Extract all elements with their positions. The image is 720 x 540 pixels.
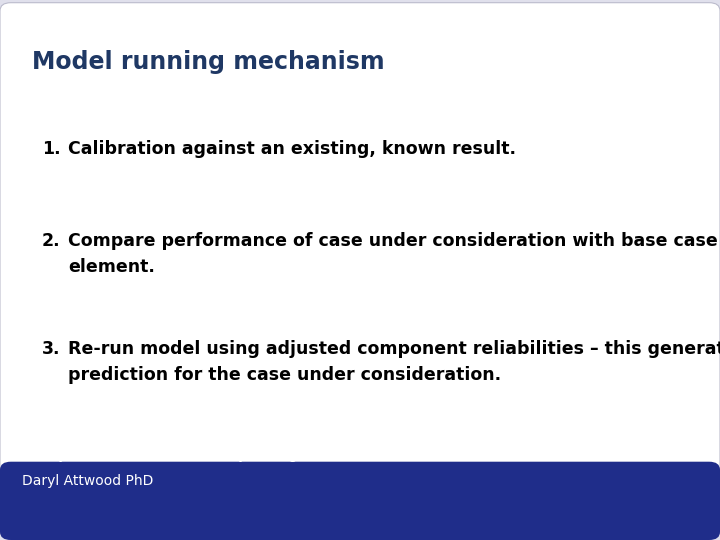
Text: 3.: 3. (42, 340, 60, 358)
Text: Model running mechanism: Model running mechanism (32, 50, 384, 74)
Text: Compare performance of case under consideration with base case for each: Compare performance of case under consid… (68, 232, 720, 250)
Text: prediction for the case under consideration.: prediction for the case under considerat… (68, 366, 501, 384)
Text: Re-run model using adjusted component reliabilities – this generates actual: Re-run model using adjusted component re… (68, 340, 720, 358)
Text: 1.: 1. (42, 140, 60, 158)
Text: 2.: 2. (42, 232, 60, 250)
Text: Calibration against an existing, known result.: Calibration against an existing, known r… (68, 140, 516, 158)
Text: Daryl Attwood PhD: Daryl Attwood PhD (22, 474, 153, 488)
Text: Safety Driven Performance, Lloyd’s Register, October, 2013, Houston, Texas, USA: Safety Driven Performance, Lloyd’s Regis… (22, 448, 588, 462)
Text: element.: element. (68, 258, 155, 276)
